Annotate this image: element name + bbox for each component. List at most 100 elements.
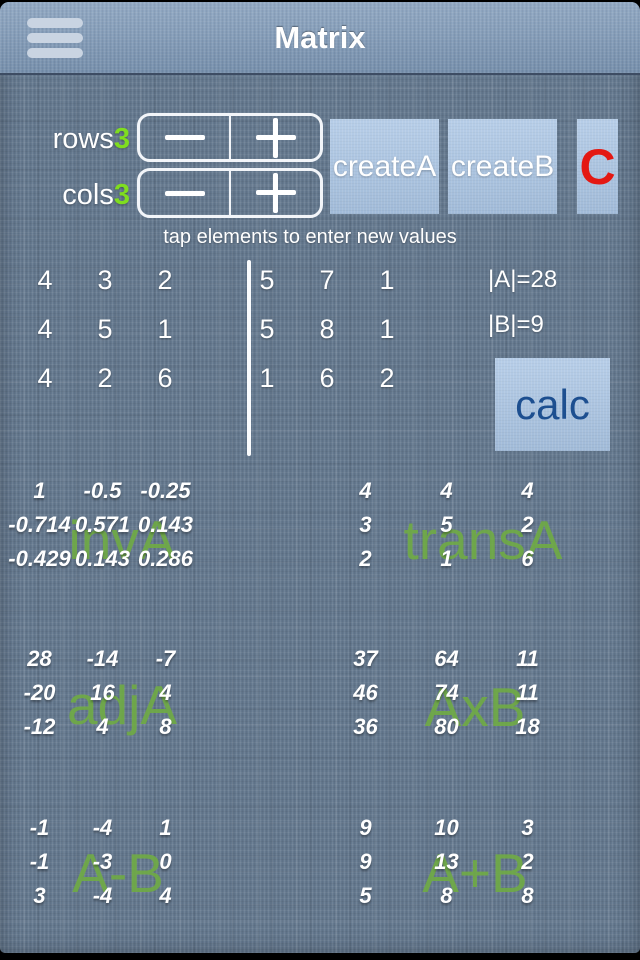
result-cell: 80: [434, 714, 459, 739]
matrix-divider: [247, 260, 251, 456]
result-cell: 3: [359, 512, 372, 537]
result-cell: 0.143: [137, 512, 194, 537]
matrix-a-cell[interactable]: 3: [97, 265, 113, 295]
result-cell: 2: [359, 546, 372, 571]
matrix-a-cell[interactable]: 6: [157, 363, 173, 393]
result-cell: 18: [515, 714, 540, 739]
matrix-a-cell[interactable]: 1: [157, 314, 173, 344]
hamburger-icon: [27, 18, 83, 28]
result-cell: 3: [33, 883, 46, 908]
result-cell: 74: [434, 680, 459, 705]
calc-button[interactable]: calc: [495, 358, 610, 451]
stepper-divider: [229, 171, 231, 215]
result-cell: 28: [27, 646, 52, 671]
result-cell: -0.5: [83, 478, 122, 503]
matrix-b-cell[interactable]: 1: [379, 314, 395, 344]
result-cell: 6: [521, 546, 534, 571]
matrix-a-cell[interactable]: 4: [37, 363, 53, 393]
a-plus-b-matrix: 9 10 3 9 13 2 5 8 8: [325, 811, 568, 913]
a-minus-b-label: A-B: [72, 842, 164, 904]
menu-button[interactable]: [27, 15, 89, 61]
matrix-a-cell[interactable]: 2: [97, 363, 113, 393]
matrix-a-cell[interactable]: 5: [97, 314, 113, 344]
create-b-button[interactable]: createB: [448, 119, 557, 214]
inverse-a-matrix: 1 -0.5 -0.25 -0.714 0.571 0.143 -0.429 0…: [8, 474, 197, 576]
result-cell: -14: [86, 646, 119, 671]
result-cell: 4: [521, 478, 534, 503]
plus-icon: [255, 173, 296, 213]
result-cell: 5: [440, 512, 453, 537]
matrix-a: 4 3 2 4 5 1 4 2 6: [15, 256, 195, 403]
result-cell: 9: [359, 815, 372, 840]
result-cell: 2: [521, 512, 534, 537]
cols-value: 3: [113, 179, 130, 211]
matrix-b-cell[interactable]: 5: [259, 265, 275, 295]
matrix-b-cell[interactable]: 5: [259, 314, 275, 344]
result-cell: 3: [521, 815, 534, 840]
adjugate-a-matrix: 28 -14 -7 -20 16 4 -12 4 8: [8, 642, 197, 744]
result-cell: -0.429: [8, 546, 71, 571]
rows-value: 3: [113, 123, 130, 155]
result-cell: -7: [155, 646, 176, 671]
matrix-b: 5 7 1 5 8 1 1 6 2: [237, 256, 417, 403]
hint-text: tap elements to enter new values: [163, 226, 457, 248]
navigation-bar: Matrix: [0, 2, 640, 75]
result-cell: -3: [92, 849, 113, 874]
matrix-b-cell[interactable]: 2: [379, 363, 395, 393]
result-cell: 1: [159, 815, 172, 840]
page-title: Matrix: [274, 20, 366, 55]
result-cell: 4: [359, 478, 372, 503]
result-cell: 11: [516, 680, 539, 705]
result-cell: 1: [440, 546, 453, 571]
result-cell: 0.143: [74, 546, 131, 571]
result-cell: -0.25: [140, 478, 191, 503]
result-cell: -1: [29, 849, 50, 874]
result-cell: 8: [440, 883, 453, 908]
stepper-divider: [229, 116, 231, 159]
matrix-b-cell[interactable]: 7: [319, 265, 335, 295]
result-cell: 10: [434, 815, 459, 840]
result-cell: 5: [359, 883, 372, 908]
trans-a-label: transA: [403, 509, 563, 571]
result-cell: 8: [521, 883, 534, 908]
minus-icon: [164, 135, 205, 140]
matrix-b-cell[interactable]: 6: [319, 363, 335, 393]
result-cell: 0.286: [137, 546, 194, 571]
result-cell: 64: [434, 646, 459, 671]
create-a-button[interactable]: createA: [330, 119, 439, 214]
plus-icon: [255, 117, 296, 158]
result-cell: 0.571: [74, 512, 131, 537]
a-times-b-matrix: 37 64 11 46 74 11 36 80 18: [325, 642, 568, 744]
result-cell: 4: [440, 478, 453, 503]
minus-icon: [164, 190, 205, 196]
result-cell: -4: [92, 883, 113, 908]
transpose-a-matrix: 4 4 4 3 5 2 2 1 6: [325, 474, 568, 576]
matrix-b-cell[interactable]: 8: [319, 314, 335, 344]
rows-increment-button[interactable]: [231, 116, 320, 159]
cols-label: cols3: [62, 179, 130, 211]
matrix-a-cell[interactable]: 4: [37, 314, 53, 344]
matrix-b-cell[interactable]: 1: [259, 363, 275, 393]
result-cell: 9: [359, 849, 372, 874]
matrix-a-cell[interactable]: 4: [37, 265, 53, 295]
result-cell: 4: [159, 680, 172, 705]
rows-decrement-button[interactable]: [140, 116, 229, 159]
cols-stepper: [137, 168, 323, 218]
matrix-a-cell[interactable]: 2: [157, 265, 173, 295]
result-cell: 1: [33, 478, 46, 503]
matrix-b-cell[interactable]: 1: [379, 265, 395, 295]
a-minus-b-matrix: -1 -4 1 -1 -3 0 3 -4 4: [8, 811, 197, 913]
cols-decrement-button[interactable]: [140, 171, 229, 215]
result-cell: 8: [159, 714, 172, 739]
a-plus-b-label: A+B: [422, 842, 528, 904]
result-cell: -1: [29, 815, 50, 840]
cols-increment-button[interactable]: [231, 171, 320, 215]
clear-button[interactable]: C: [577, 119, 618, 214]
result-cell: -0.714: [8, 512, 71, 537]
result-cell: -12: [23, 714, 56, 739]
adj-a-label: adjA: [66, 674, 178, 736]
result-cell: 4: [96, 714, 109, 739]
result-cell: 11: [516, 646, 539, 671]
determinant-a: |A|=28: [488, 266, 558, 293]
